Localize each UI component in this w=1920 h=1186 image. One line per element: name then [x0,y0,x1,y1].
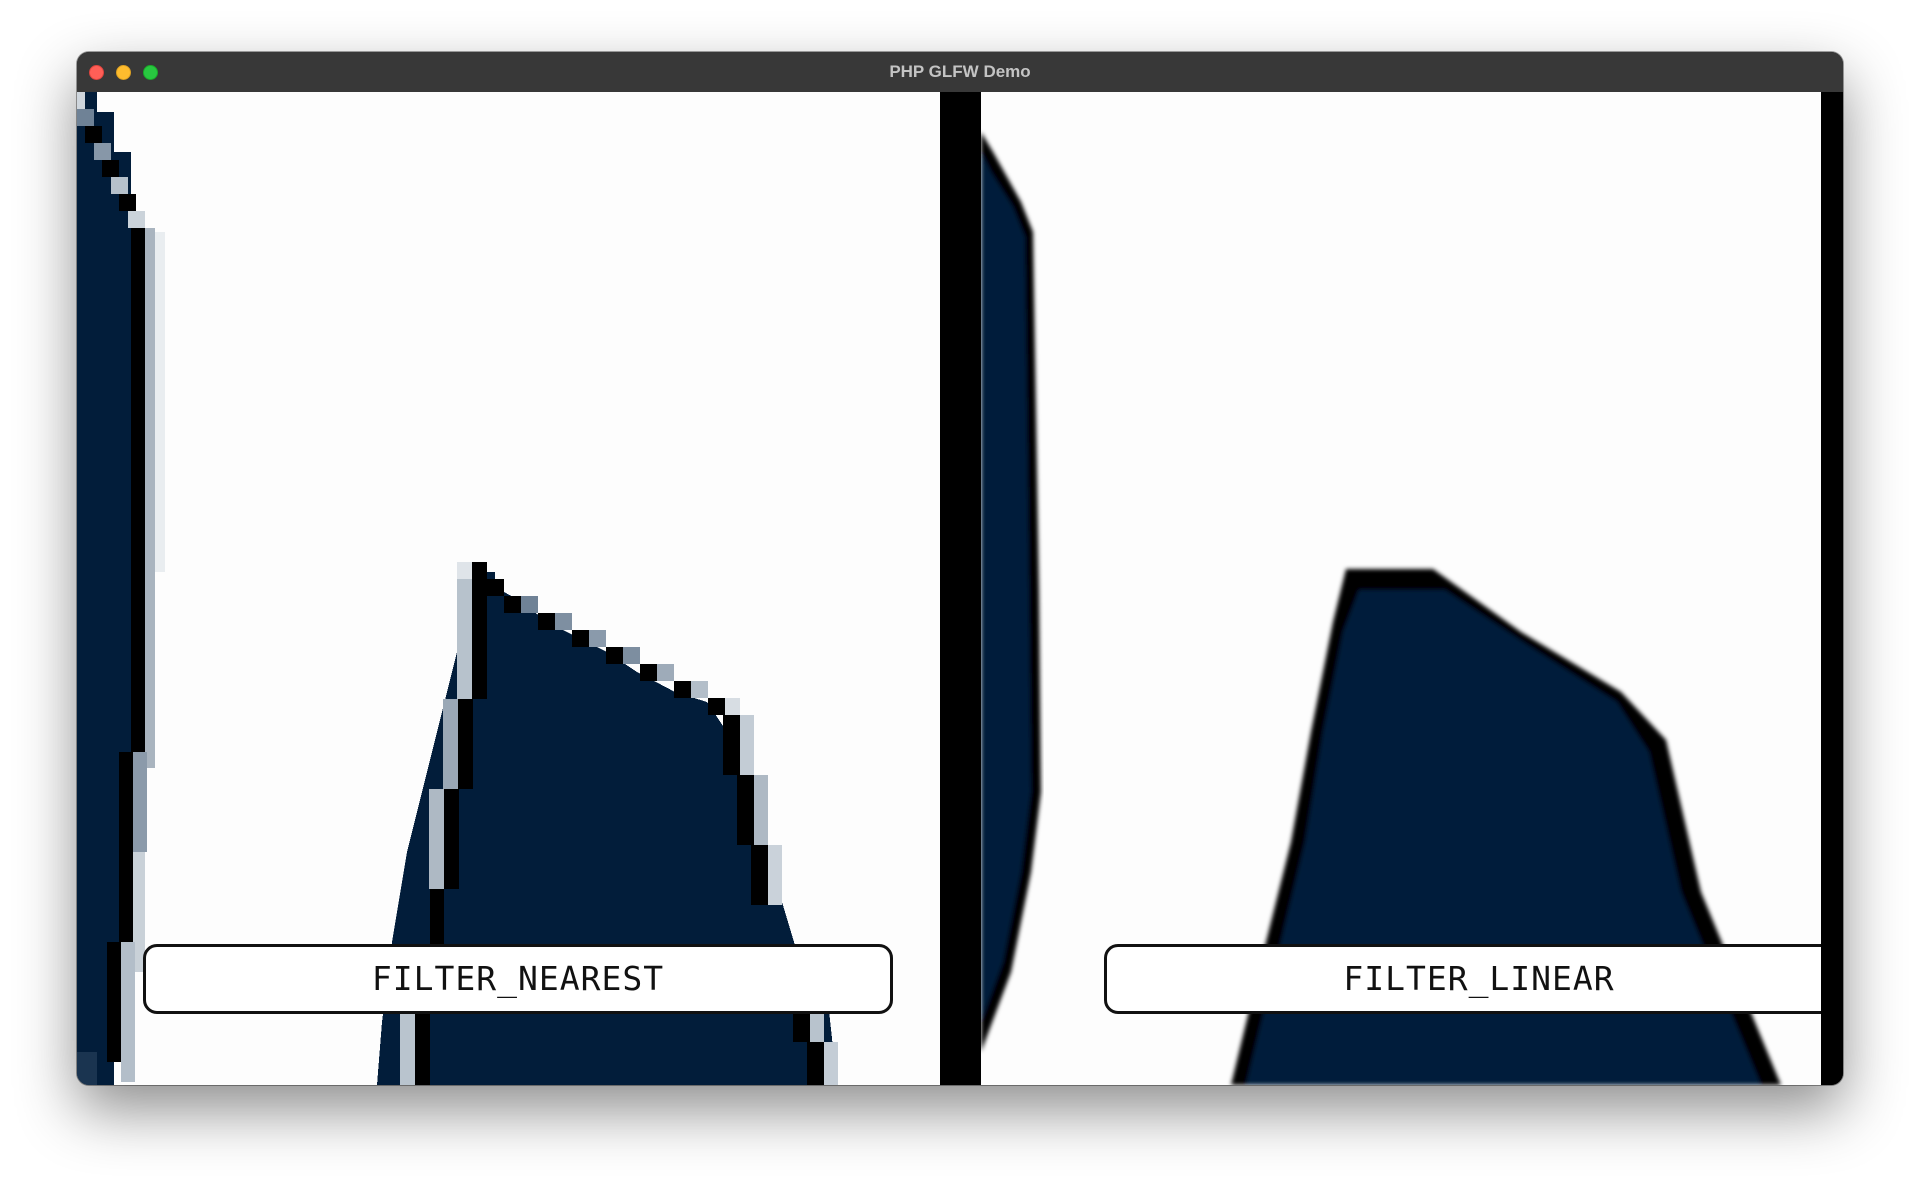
close-button[interactable] [89,65,104,80]
linear-filter-view: FILTER_LINEAR [981,92,1821,1085]
title-bar[interactable]: PHP GLFW Demo [77,52,1843,93]
left-sliver-shape [77,92,165,1085]
left-sliver-smooth-shape [981,132,1041,1052]
filter-linear-label: FILTER_LINEAR [1104,944,1821,1014]
minimize-button[interactable] [116,65,131,80]
app-window: PHP GLFW Demo [77,52,1843,1085]
window-title: PHP GLFW Demo [889,62,1031,81]
filter-nearest-label: FILTER_NEAREST [143,944,893,1014]
nearest-filter-view: FILTER_NEAREST [77,92,940,1085]
maximize-button[interactable] [143,65,158,80]
render-canvas: FILTER_NEAREST FILTER_LINEAR [77,92,1843,1085]
